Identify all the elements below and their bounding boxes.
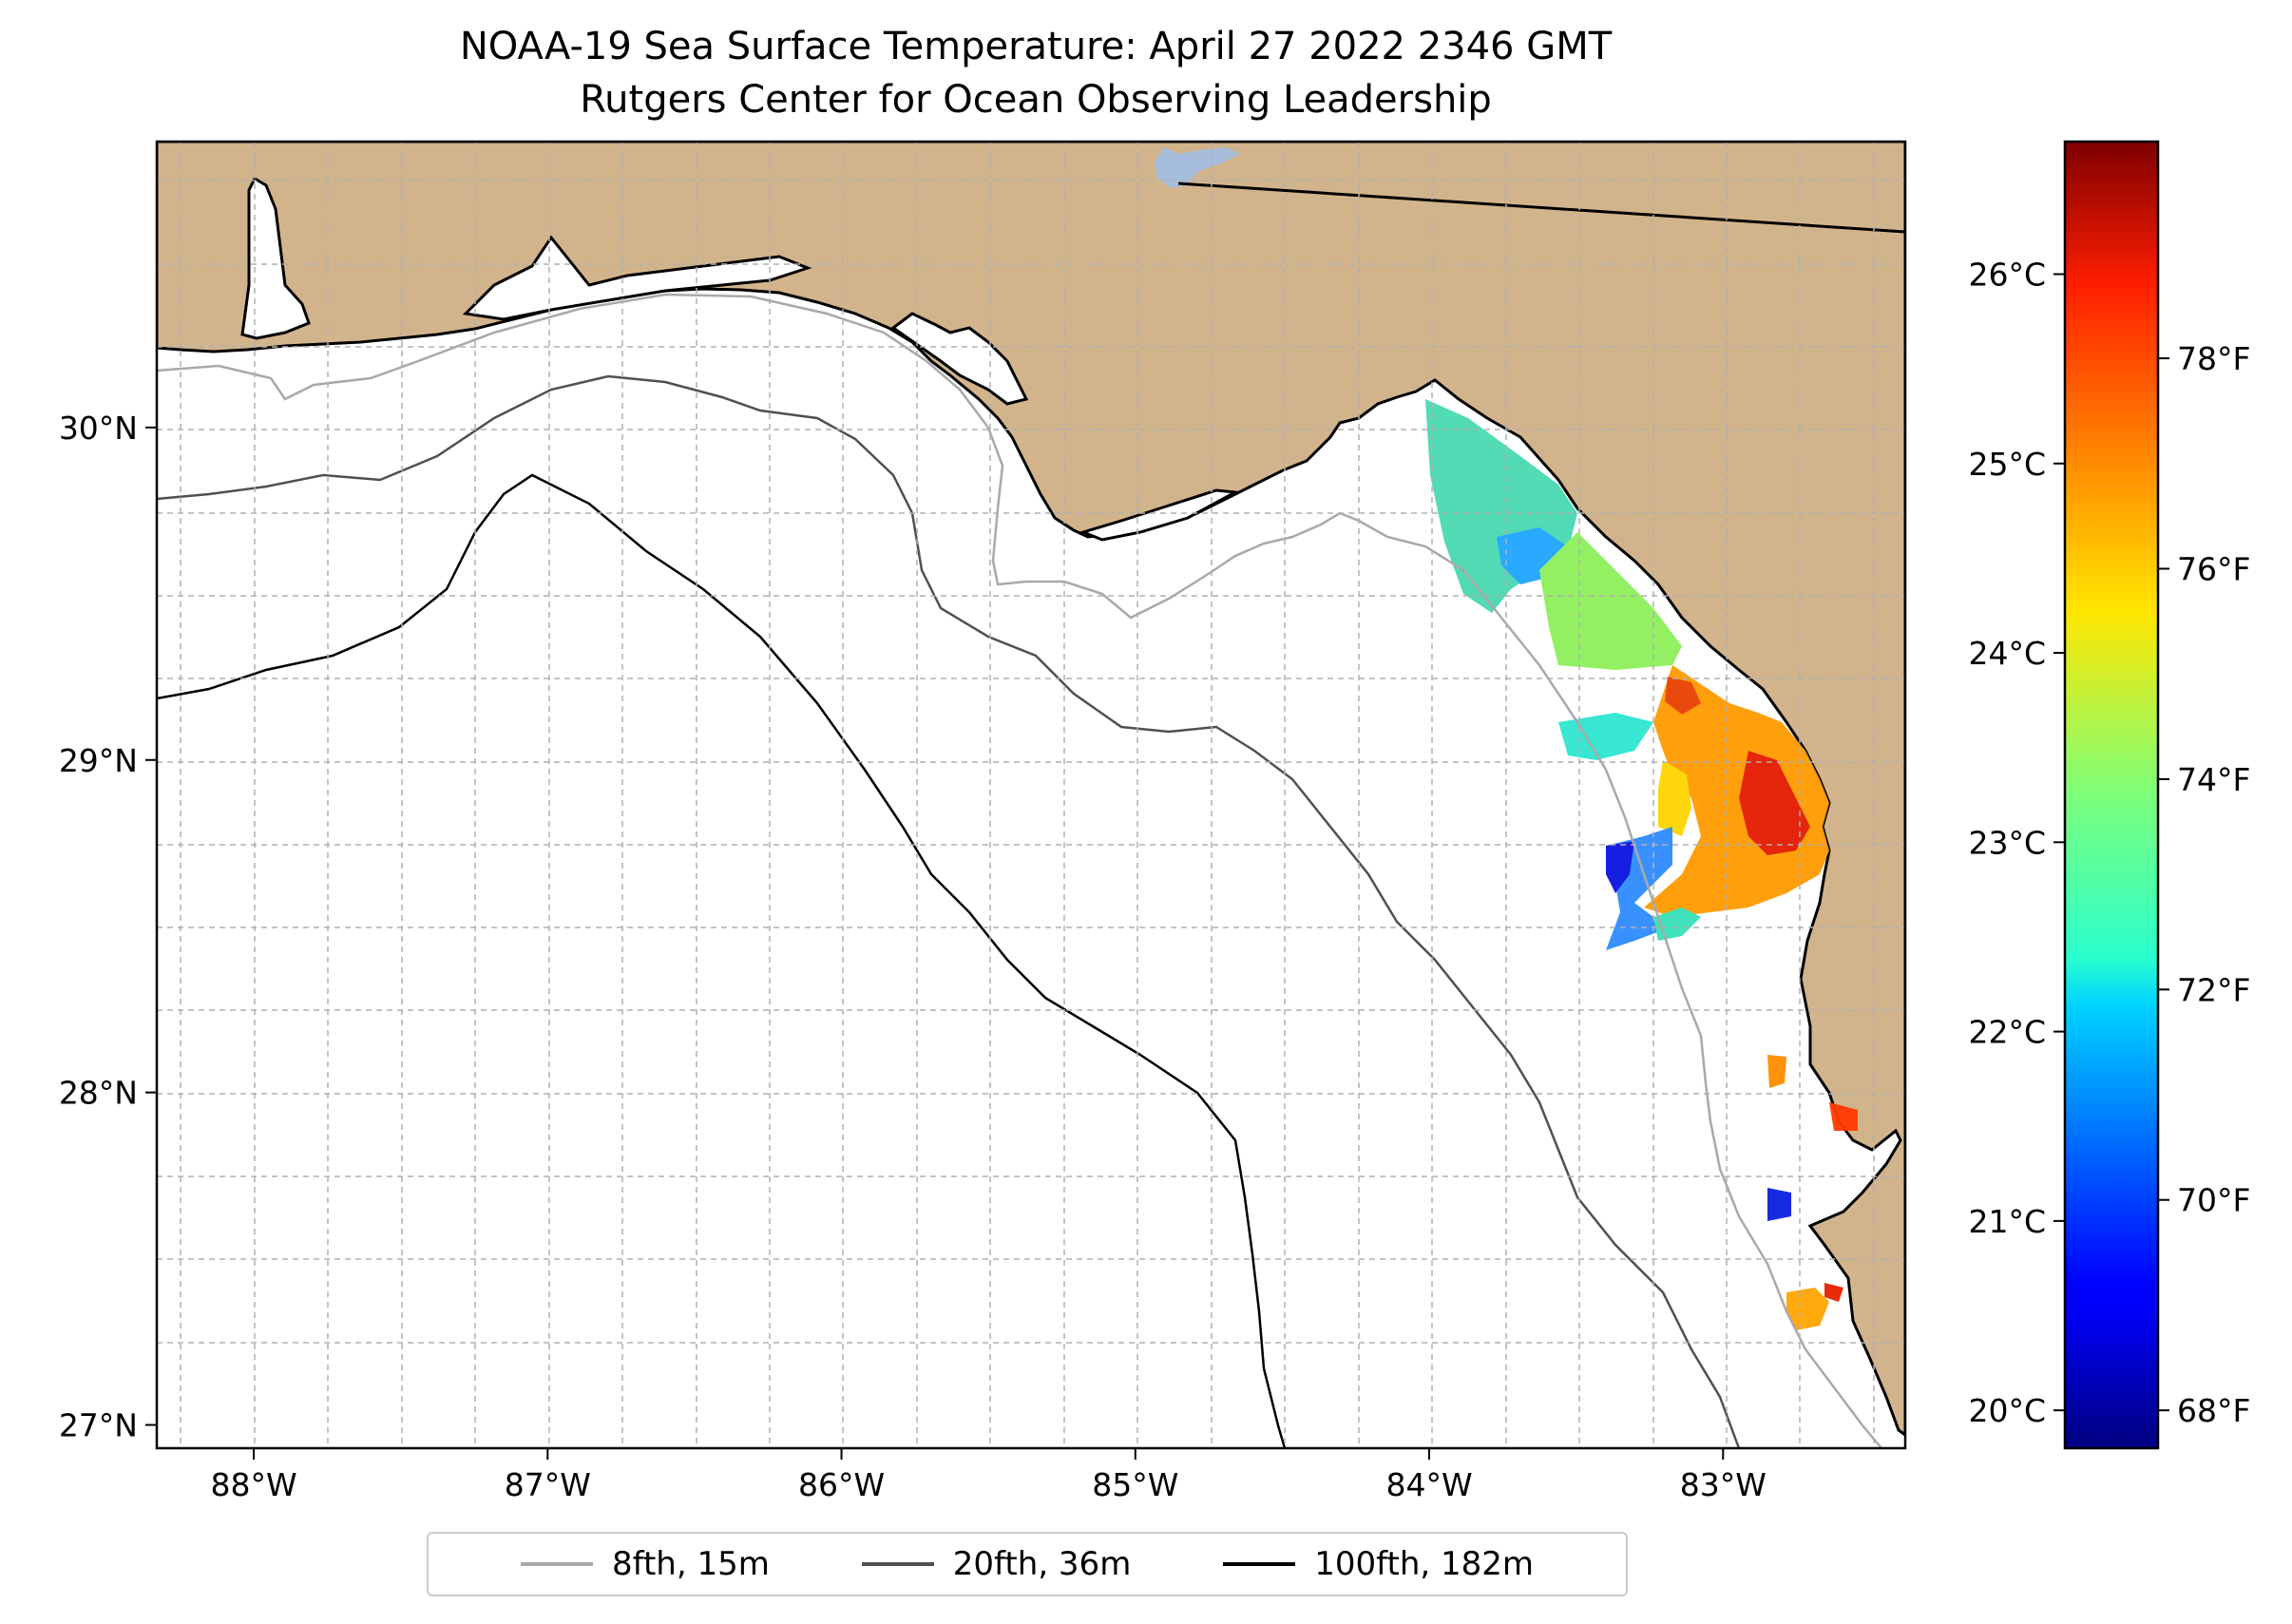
contour-20fth (157, 374, 1741, 1448)
lon-tick-label: 87°W (505, 1466, 591, 1503)
map-subtitle: Rutgers Center for Ocean Observing Leade… (580, 78, 1492, 122)
sst-patch-red-north (1665, 677, 1701, 715)
map-frame (155, 140, 1907, 1450)
contour-8fth (157, 293, 1882, 1448)
colorbar-c-label: 24°C (1968, 635, 2046, 672)
colorbar-c-label: 22°C (1968, 1014, 2046, 1051)
bay-cutout-1 (462, 235, 812, 321)
legend-line-8fth (520, 1562, 593, 1566)
latitude-axis: 27°N 28°N 29°N 30°N (59, 410, 157, 1444)
lon-tick-label: 83°W (1680, 1466, 1767, 1503)
sst-patch-green (1539, 532, 1682, 670)
colorbar-c-label: 25°C (1968, 446, 2046, 483)
sst-data (1425, 399, 1858, 1330)
state-border (1177, 182, 1905, 234)
legend-label-8fth: 8fth, 15m (611, 1545, 770, 1583)
map-title: NOAA-19 Sea Surface Temperature: April 2… (459, 25, 1613, 68)
colorbar-c-label: 26°C (1968, 256, 2046, 293)
colorbar-c-label: 21°C (1968, 1203, 2046, 1240)
sst-patch-warm (1644, 665, 1829, 917)
colorbar-c-label: 20°C (1968, 1392, 2046, 1429)
sst-patch-small-3 (1767, 1188, 1791, 1221)
legend-line-20fth (861, 1562, 934, 1566)
colorbar-f-label: 76°F (2177, 550, 2250, 587)
legend-item-20fth: 20fth, 36m (861, 1545, 1132, 1583)
lon-tick-label: 84°W (1385, 1466, 1472, 1503)
colorbar-c-label: 23°C (1968, 824, 2046, 861)
colorbar (2063, 140, 2160, 1450)
sst-patch-yellow (1658, 760, 1691, 836)
contour-legend: 8fth, 15m 20fth, 36m 100fth, 182m (427, 1532, 1628, 1596)
sst-patch-teal-south (1653, 908, 1701, 941)
colorbar-f-label: 74°F (2177, 761, 2250, 798)
lat-tick-label: 27°N (59, 1407, 138, 1444)
sst-patch-cyan (1558, 713, 1653, 760)
lat-tick-label: 29°N (59, 742, 138, 779)
mobile-bay (240, 176, 311, 340)
lat-tick-label: 30°N (59, 410, 138, 447)
legend-label-100fth: 100fth, 182m (1314, 1545, 1535, 1583)
sst-patch-small-5 (1824, 1283, 1843, 1302)
colorbar-celsius-axis: 20°C 21°C 22°C 23°C 24°C 25°C 26°C (1968, 256, 2065, 1429)
legend-item-100fth: 100fth, 182m (1223, 1545, 1534, 1583)
colorbar-f-label: 70°F (2177, 1182, 2250, 1219)
colorbar-f-label: 78°F (2177, 340, 2250, 377)
lat-tick-label: 28°N (59, 1075, 138, 1112)
colorbar-fahrenheit-axis: 68°F 70°F 72°F 74°F 76°F 78°F (2158, 340, 2250, 1429)
sst-patch-small-1 (1767, 1055, 1786, 1088)
barrier-island (1079, 488, 1241, 542)
sst-patch-small-2 (1829, 1102, 1858, 1131)
colorbar-f-label: 72°F (2177, 971, 2250, 1008)
lon-tick-label: 86°W (798, 1466, 885, 1503)
sst-patch-small-4 (1786, 1288, 1829, 1330)
contour-100fth (157, 473, 1287, 1448)
graticule (157, 142, 1905, 1448)
legend-label-20fth: 20fth, 36m (952, 1545, 1132, 1583)
lon-tick-label: 88°W (210, 1466, 296, 1503)
lon-tick-label: 85°W (1092, 1466, 1178, 1503)
longitude-axis: 88°W 87°W 86°W 85°W 84°W 83°W (210, 1448, 1767, 1503)
sst-patch-deep-blue (1606, 841, 1634, 893)
lake-seminole (1155, 147, 1240, 188)
legend-line-100fth (1223, 1562, 1296, 1566)
legend-item-8fth: 8fth, 15m (520, 1545, 770, 1583)
bay-cutout-2 (890, 312, 1029, 406)
sst-patch-hot (1739, 751, 1810, 855)
colorbar-f-label: 68°F (2177, 1392, 2250, 1429)
